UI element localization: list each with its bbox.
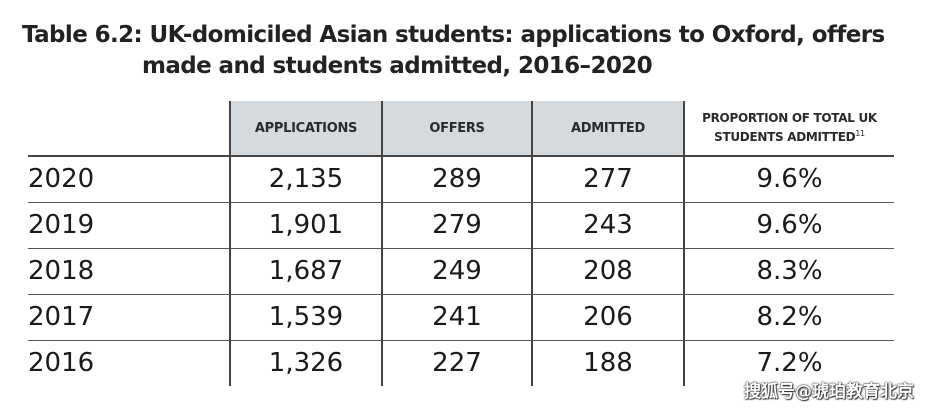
table-title: Table 6.2: UK-domiciled Asian students: … bbox=[22, 20, 922, 82]
applications-cell: 1,901 bbox=[229, 202, 382, 248]
year-cell: 2019 bbox=[28, 210, 95, 240]
year-cell: 2020 bbox=[28, 164, 95, 195]
offers-cell: 241 bbox=[381, 294, 532, 340]
proportion-header-line2: STUDENTS ADMITTED bbox=[714, 130, 856, 144]
table-row: 2020 2,135 289 277 9.6% bbox=[28, 156, 894, 202]
proportion-header-line1: PROPORTION OF TOTAL UK bbox=[702, 111, 877, 125]
footnote-reference: 11 bbox=[855, 129, 865, 138]
watermark: 搜狐号@琥珀教育北京 bbox=[744, 382, 914, 402]
offers-cell: 249 bbox=[381, 248, 532, 294]
table-row: 2017 1,539 241 206 8.2% bbox=[28, 294, 894, 340]
offers-cell: 227 bbox=[381, 340, 532, 386]
admitted-column-header: ADMITTED bbox=[531, 101, 684, 156]
table-row: 2018 1,687 249 208 8.3% bbox=[28, 248, 894, 294]
proportion-cell: 9.6% bbox=[683, 202, 894, 248]
table-header-row: APPLICATIONS OFFERS ADMITTED PROPORTION … bbox=[28, 101, 894, 156]
year-column-header bbox=[28, 101, 230, 156]
table-row: 2019 1,901 279 243 9.6% bbox=[28, 202, 894, 248]
admissions-table: APPLICATIONS OFFERS ADMITTED PROPORTION … bbox=[28, 101, 894, 386]
table-title-line1: Table 6.2: UK-domiciled Asian students: … bbox=[22, 22, 885, 48]
year-cell: 2018 bbox=[28, 256, 95, 286]
admitted-cell: 206 bbox=[531, 294, 684, 340]
offers-column-header: OFFERS bbox=[381, 101, 532, 156]
admitted-cell: 277 bbox=[531, 156, 684, 202]
offers-cell: 279 bbox=[381, 202, 532, 248]
year-cell: 2016 bbox=[28, 348, 95, 379]
proportion-column-header: PROPORTION OF TOTAL UK STUDENTS ADMITTED… bbox=[683, 101, 894, 156]
applications-cell: 1,326 bbox=[229, 340, 382, 386]
admitted-cell: 243 bbox=[531, 202, 684, 248]
applications-cell: 1,687 bbox=[229, 248, 382, 294]
applications-column-header: APPLICATIONS bbox=[229, 101, 382, 156]
table-title-line2: made and students admitted, 2016–2020 bbox=[142, 53, 653, 79]
year-cell: 2017 bbox=[28, 302, 95, 332]
proportion-cell: 8.2% bbox=[683, 294, 894, 340]
applications-cell: 2,135 bbox=[229, 156, 382, 202]
proportion-cell: 9.6% bbox=[683, 156, 894, 202]
proportion-cell: 7.2% bbox=[683, 340, 894, 386]
proportion-cell: 8.3% bbox=[683, 248, 894, 294]
admitted-cell: 208 bbox=[531, 248, 684, 294]
admitted-cell: 188 bbox=[531, 340, 684, 386]
offers-cell: 289 bbox=[381, 156, 532, 202]
table-row: 2016 1,326 227 188 7.2% bbox=[28, 340, 894, 386]
applications-cell: 1,539 bbox=[229, 294, 382, 340]
